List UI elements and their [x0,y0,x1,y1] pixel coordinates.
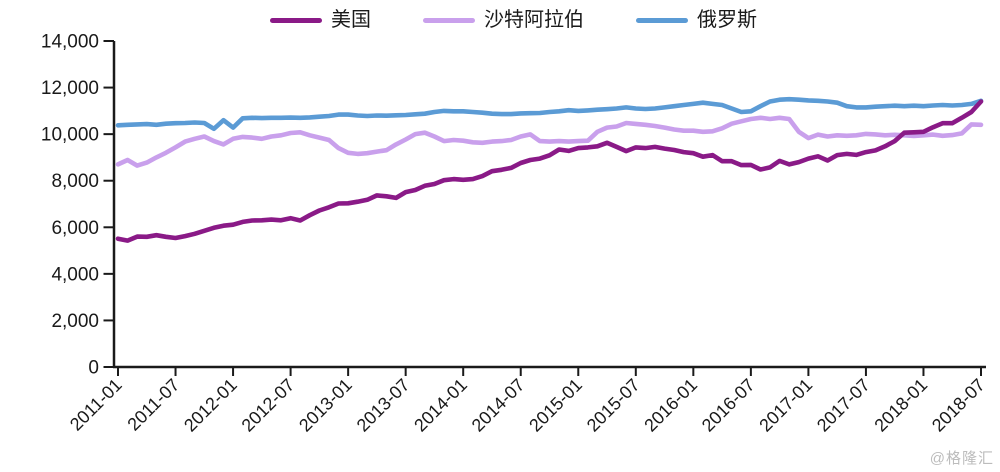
x-tick-label: 2012-07 [238,375,299,436]
x-tick-label: 2016-01 [640,375,701,436]
x-tick-label: 2018-07 [928,375,989,436]
legend-label-us: 美国 [331,9,371,31]
series-line-0 [115,99,984,243]
x-tick-label: 2015-01 [525,375,586,436]
x-tick-label: 2014-01 [410,375,471,436]
legend-label-saudi-arabia: 沙特阿拉伯 [484,9,584,31]
y-tick-label: 14,000 [41,32,99,53]
chart-legend: 美国 沙特阿拉伯 俄罗斯 [270,8,757,32]
x-tick-label: 2011-07 [123,375,183,435]
y-tick-label: 12,000 [41,78,99,99]
y-tick-label: 10,000 [41,125,99,146]
legend-swatch-russia [636,17,688,23]
legend-swatch-us [270,17,322,23]
legend-item-russia: 俄罗斯 [636,8,757,32]
series-line-1 [115,115,984,168]
legend-label-russia: 俄罗斯 [697,9,757,31]
legend-item-us: 美国 [270,8,371,32]
x-tick-label: 2013-07 [353,375,414,436]
x-tick-label: 2015-07 [583,375,644,436]
series-line-2 [115,96,984,132]
x-tick-label: 2012-01 [180,375,241,436]
x-tick-label: 2011-01 [66,375,126,435]
x-tick-label: 2014-07 [468,375,529,436]
y-tick-label: 2,000 [51,311,99,332]
y-tick-label: 8,000 [51,171,99,192]
y-tick-label: 4,000 [51,264,99,285]
legend-item-saudi-arabia: 沙特阿拉伯 [423,8,584,32]
x-tick-label: 2013-01 [295,375,356,436]
x-tick-label: 2017-01 [755,375,816,436]
x-tick-label: 2017-07 [813,375,874,436]
watermark: @格隆汇 [929,450,994,467]
x-tick-label: 2018-01 [870,375,931,436]
y-tick-label: 6,000 [51,218,99,239]
legend-swatch-saudi-arabia [423,17,475,23]
x-tick-label: 2016-07 [698,375,759,436]
y-tick-label: 0 [88,358,99,379]
